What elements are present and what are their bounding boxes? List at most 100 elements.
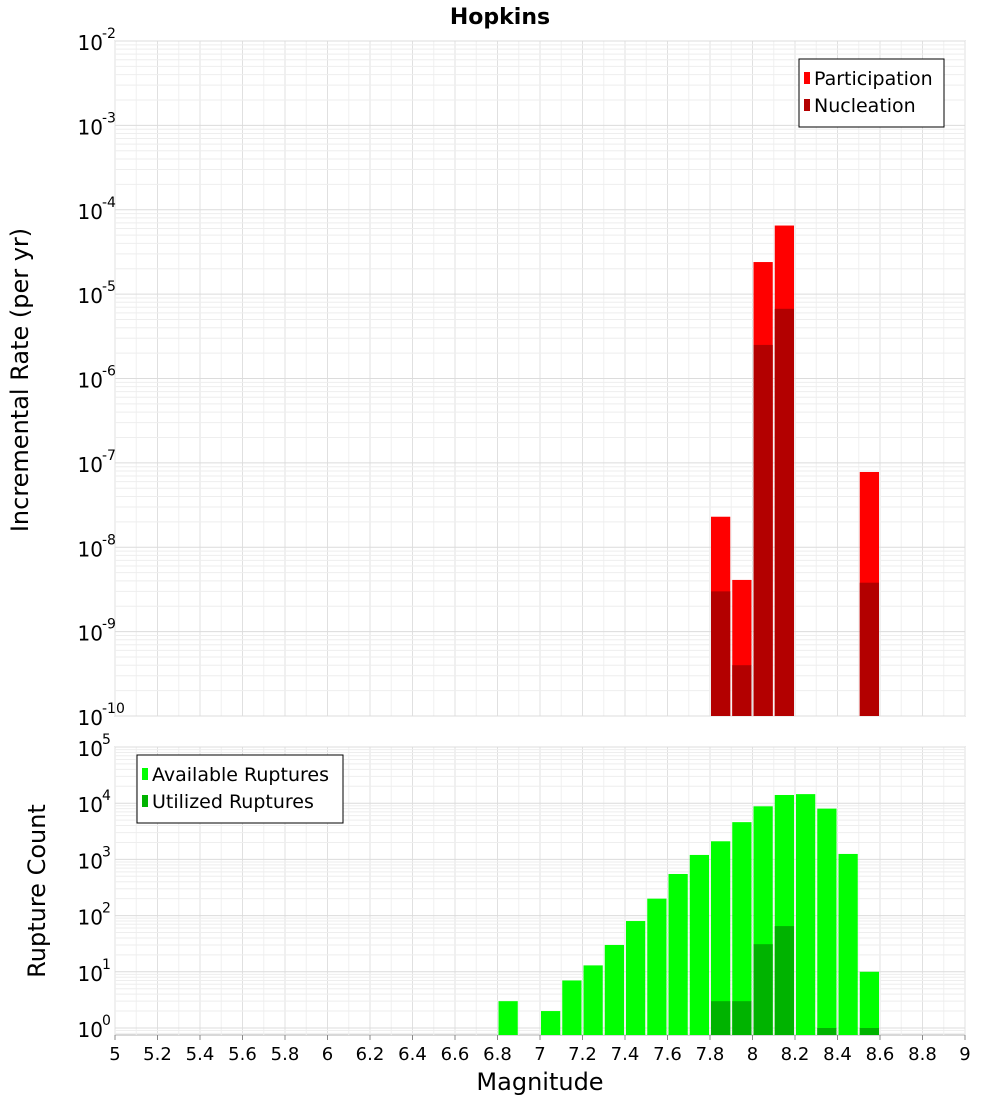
y-tick-label: 10: [78, 369, 103, 393]
x-tick-label: 6.2: [356, 1044, 385, 1065]
count-bar-available-ruptures: [796, 794, 816, 1035]
x-axis-label: Magnitude: [476, 1068, 603, 1096]
count-y-axis-label: Rupture Count: [23, 804, 51, 978]
y-tick-label: 10: [78, 906, 103, 930]
y-tick-label: 10: [78, 737, 103, 761]
x-tick-label: 8.4: [823, 1044, 852, 1065]
y-tick-label: 10: [78, 849, 103, 873]
x-tick-label: 8.2: [781, 1044, 810, 1065]
y-tick-exponent: 4: [102, 788, 111, 804]
legend-swatch: [804, 99, 810, 111]
y-tick-label: 10: [78, 284, 103, 308]
x-tick-label: 9: [959, 1044, 970, 1065]
y-tick-label: 10: [78, 706, 103, 730]
y-tick-label: 10: [78, 453, 103, 477]
y-tick-exponent: -6: [102, 364, 116, 380]
rate-bar-nucleation: [774, 308, 794, 716]
x-tick-label: 7.8: [696, 1044, 725, 1065]
count-legend: Available Ruptures Utilized Ruptures: [136, 754, 344, 824]
y-tick-exponent: -5: [102, 279, 116, 295]
x-tick-label: 7: [534, 1044, 545, 1065]
count-bar-available-ruptures: [838, 853, 858, 1035]
rate-plot-grid: [114, 40, 966, 717]
count-bar-available-ruptures: [732, 822, 752, 1035]
count-plot-grid: [114, 746, 966, 1035]
x-tick-label: 7.4: [611, 1044, 640, 1065]
x-tick-label: 5: [109, 1044, 120, 1065]
count-bar-available-ruptures: [541, 1011, 561, 1035]
y-tick-label: 10: [78, 622, 103, 646]
y-tick-label: 10: [78, 793, 103, 817]
count-bar-utilized-ruptures: [711, 1001, 731, 1035]
x-tick-label: 8: [747, 1044, 758, 1065]
count-bar-available-ruptures: [583, 965, 603, 1035]
y-tick-label: 10: [78, 1018, 103, 1042]
x-tick-label: 6.4: [398, 1044, 427, 1065]
x-tick-label: 5.2: [143, 1044, 172, 1065]
x-tick-label: 6: [322, 1044, 333, 1065]
y-tick-label: 10: [78, 115, 103, 139]
count-bar-available-ruptures: [562, 980, 582, 1035]
rate-legend: Participation Nucleation: [798, 58, 945, 128]
x-tick-label: 7.2: [568, 1044, 597, 1065]
count-bar-available-ruptures: [817, 808, 837, 1035]
legend-swatch: [142, 768, 148, 780]
y-tick-label: 10: [78, 31, 103, 55]
y-tick-exponent: 0: [102, 1013, 111, 1029]
x-tick-label: 6.6: [441, 1044, 470, 1065]
rate-bar-nucleation: [711, 591, 731, 716]
legend-swatch: [804, 72, 810, 84]
rate-bar-nucleation: [753, 344, 773, 716]
rate-y-axis-label: Incremental Rate (per yr): [6, 228, 34, 532]
y-tick-exponent: -7: [102, 448, 116, 464]
y-tick-label: 10: [78, 537, 103, 561]
legend-box: [136, 754, 344, 824]
rate-bar-nucleation: [732, 665, 752, 716]
count-bar-utilized-ruptures: [732, 1001, 752, 1035]
rate-bar-nucleation: [859, 582, 879, 716]
count-bar-available-ruptures: [668, 873, 688, 1035]
x-axis-ticks: 5 5.2 5.4 5.6 5.8 6 6.2 6.4 6.6 6.8 7 7.2 7.4 7.6 7.8 8…: [109, 1035, 971, 1065]
y-tick-exponent: -2: [102, 26, 116, 42]
legend-box: [798, 58, 945, 128]
y-tick-exponent: 2: [102, 901, 111, 917]
y-tick-exponent: -3: [102, 110, 116, 126]
x-tick-label: 6.8: [483, 1044, 512, 1065]
count-bar-available-ruptures: [859, 971, 879, 1035]
x-tick-label: 5.8: [271, 1044, 300, 1065]
count-plot-bars: [498, 794, 879, 1035]
x-tick-label: 7.6: [653, 1044, 682, 1065]
y-tick-label: 10: [78, 962, 103, 986]
legend-swatch: [142, 795, 148, 807]
legend-label: Available Ruptures: [152, 764, 329, 786]
count-bar-available-ruptures: [498, 1001, 518, 1035]
y-tick-exponent: 3: [102, 844, 111, 860]
legend-label: Utilized Ruptures: [152, 791, 314, 813]
x-tick-label: 5.4: [186, 1044, 215, 1065]
count-bar-available-ruptures: [626, 921, 646, 1035]
rate-plot-bars: [711, 225, 879, 716]
y-tick-exponent: 5: [102, 732, 111, 748]
y-tick-exponent: -9: [102, 617, 116, 633]
x-tick-label: 8.8: [908, 1044, 937, 1065]
y-tick-exponent: -10: [102, 701, 125, 717]
count-bar-available-ruptures: [604, 944, 624, 1035]
count-bar-utilized-ruptures: [859, 1027, 879, 1035]
y-tick-exponent: 1: [102, 957, 111, 973]
count-bar-utilized-ruptures: [753, 944, 773, 1035]
count-bar-available-ruptures: [689, 854, 709, 1035]
count-bar-available-ruptures: [647, 898, 667, 1035]
chart-title: Hopkins: [450, 5, 550, 30]
y-tick-label: 10: [78, 200, 103, 224]
y-tick-exponent: -4: [102, 195, 116, 211]
count-bar-available-ruptures: [711, 841, 731, 1035]
y-tick-exponent: -8: [102, 532, 116, 548]
count-bar-utilized-ruptures: [817, 1027, 837, 1035]
x-tick-label: 8.6: [866, 1044, 895, 1065]
legend-label: Participation: [814, 68, 933, 90]
